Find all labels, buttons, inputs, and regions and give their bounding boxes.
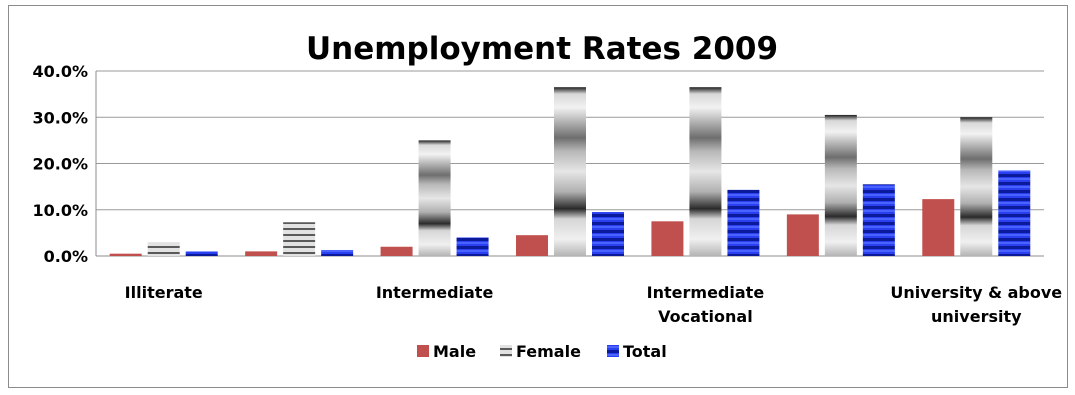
y-tick-label: 30.0% bbox=[32, 108, 88, 127]
bar-total bbox=[592, 212, 624, 256]
bar-total bbox=[862, 184, 895, 256]
bar-female bbox=[824, 114, 857, 256]
legend-label-female: Female bbox=[516, 342, 581, 361]
y-axis-ticks: 0.0% 10.0% 20.0% 30.0% 40.0% bbox=[32, 62, 88, 266]
y-tick-label: 10.0% bbox=[32, 201, 88, 220]
category-label: University & above bbox=[890, 283, 1062, 302]
bar-female bbox=[283, 222, 316, 256]
bar-male bbox=[922, 199, 955, 256]
bar-total bbox=[998, 170, 1031, 256]
bar-total bbox=[727, 189, 760, 256]
y-tick-label: 20.0% bbox=[32, 155, 88, 174]
bar-female bbox=[554, 87, 586, 256]
legend-swatch-male bbox=[417, 345, 429, 357]
legend-swatch-female bbox=[500, 345, 512, 357]
category-label: Intermediate bbox=[376, 283, 494, 302]
bar-female bbox=[960, 117, 993, 256]
bar-female bbox=[418, 140, 451, 256]
category-label: Vocational bbox=[658, 307, 753, 326]
bar-male bbox=[651, 221, 684, 256]
bar-female bbox=[147, 242, 180, 256]
bar-male bbox=[245, 251, 278, 256]
bar-total bbox=[321, 249, 354, 256]
legend: Male Female Total bbox=[417, 342, 667, 361]
bar-male bbox=[786, 214, 819, 256]
bar-total bbox=[185, 251, 218, 256]
legend-swatch-total bbox=[607, 345, 619, 357]
bar-total bbox=[456, 237, 489, 256]
unemployment-chart: Unemployment Rates 2009 0.0% 10.0% 20.0% 30… bbox=[32, 31, 1063, 361]
category-label: Illiterate bbox=[125, 283, 203, 302]
category-labels: Illiterate Intermediate Intermediate Vocati… bbox=[125, 283, 1063, 326]
category-label: Intermediate bbox=[647, 283, 765, 302]
chart-frame: Unemployment Rates 2009 0.0% 10.0% 20.0% 30… bbox=[8, 5, 1068, 388]
chart-title: Unemployment Rates 2009 bbox=[306, 31, 778, 67]
bar-male bbox=[380, 246, 413, 256]
legend-label-total: Total bbox=[623, 342, 667, 361]
category-label: university bbox=[931, 307, 1022, 326]
bar-male bbox=[109, 253, 142, 256]
bar-female bbox=[689, 87, 722, 256]
y-tick-label: 0.0% bbox=[44, 247, 88, 266]
y-tick-label: 40.0% bbox=[32, 62, 88, 81]
bars bbox=[109, 87, 1031, 256]
bar-male bbox=[516, 235, 548, 256]
legend-label-male: Male bbox=[433, 342, 476, 361]
